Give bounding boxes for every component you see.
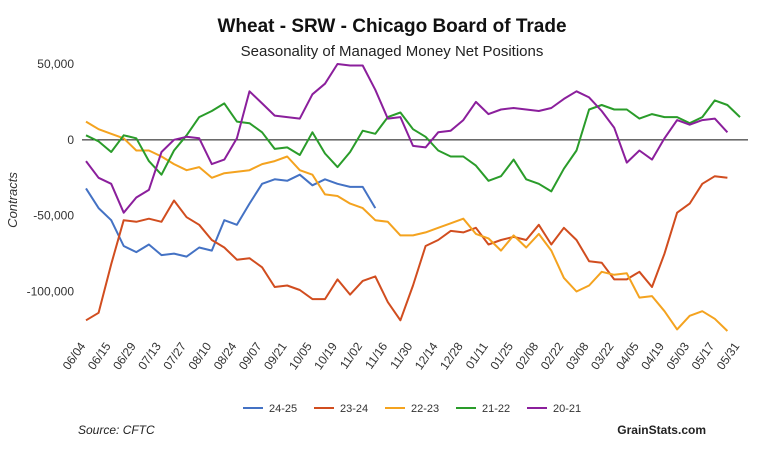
chart-subtitle: Seasonality of Managed Money Net Positio… [241,43,544,60]
x-tick-label: 07/27 [160,339,189,372]
source-note: Source: CFTC [78,423,155,437]
legend: 24-25 23-24 22-23 21-22 20-21 [243,403,581,415]
x-tick-label: 12/28 [437,339,466,372]
x-tick-label: 02/08 [513,339,542,372]
x-tick-label: 02/22 [538,339,567,372]
x-tick-label: 09/07 [236,339,265,372]
legend-label: 24-25 [269,403,297,415]
x-tick-label: 06/15 [85,339,114,372]
x-tick-label: 09/21 [261,339,290,372]
series-line-23-24 [85,175,728,322]
legend-label: 20-21 [553,403,581,415]
x-tick-label: 11/16 [362,339,390,371]
x-tick-label: 04/19 [638,339,667,372]
series-line-20-21 [85,63,729,214]
x-tick-label: 05/31 [714,339,743,372]
x-tick-label: 10/05 [286,339,315,372]
y-axis-ticks: 50,000 0 -50,000 -100,000 [27,57,75,299]
x-axis-ticks: 06/0406/1506/2907/1307/2708/1008/2409/07… [60,339,743,372]
y-axis-label: Contracts [5,172,20,228]
legend-label: 23-24 [340,403,368,415]
x-tick-label: 03/08 [563,339,592,372]
x-tick-label: 07/13 [135,339,164,372]
x-tick-label: 11/30 [387,339,415,371]
y-tick-label: -100,000 [27,285,75,299]
x-tick-label: 03/22 [588,339,617,372]
x-tick-label: 08/10 [186,339,215,372]
x-tick-label: 11/02 [337,339,365,371]
chart-title: Wheat - SRW - Chicago Board of Trade [217,16,566,37]
series-line-24-25 [85,173,377,258]
y-tick-label: -50,000 [33,209,74,223]
series-lines [85,63,741,332]
x-tick-label: 01/11 [463,339,491,371]
series-line-21-22 [85,99,741,193]
x-tick-label: 10/19 [311,339,340,372]
x-tick-label: 05/17 [689,339,718,372]
x-tick-label: 01/25 [487,339,516,372]
x-tick-label: 06/29 [110,339,139,372]
x-tick-label: 12/14 [412,339,441,372]
legend-label: 21-22 [482,403,510,415]
x-tick-label: 08/24 [211,339,240,372]
x-tick-label: 05/03 [663,339,692,372]
y-tick-label: 50,000 [37,57,74,71]
legend-label: 22-23 [411,403,439,415]
x-tick-label: 06/04 [60,339,89,372]
x-tick-label: 04/05 [613,339,642,372]
y-tick-label: 0 [67,133,74,147]
brand-credit: GrainStats.com [617,423,706,437]
series-line-22-23 [85,120,729,332]
